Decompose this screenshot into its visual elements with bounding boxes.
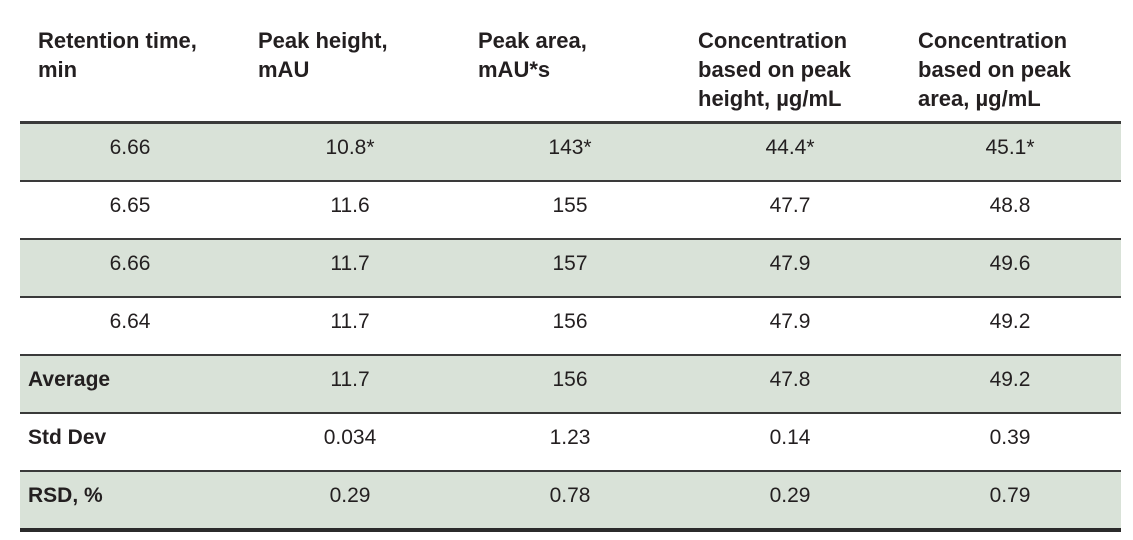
table-body: 6.66 10.8* 143* 44.4* 45.1* 6.65 11.6 155 47.7 48…	[20, 124, 1121, 532]
table-cell: 44.4*	[765, 136, 815, 159]
table-cell: 11.7	[330, 310, 370, 333]
table-cell: 48.8	[989, 194, 1031, 217]
table-cell: 49.6	[989, 252, 1031, 275]
summary-label: Average	[28, 368, 111, 391]
table-cell: 47.9	[769, 310, 811, 333]
table-cell: 155	[552, 194, 588, 217]
header-concentration-height: Concentration based on peak height, µg/m…	[698, 28, 851, 111]
table-cell: 6.66	[109, 252, 151, 275]
summary-row: Average 11.7 156 47.8 49.2	[20, 356, 1121, 414]
summary-cell: 0.29	[769, 484, 811, 507]
summary-cell: 0.78	[549, 484, 591, 507]
summary-row: RSD, % 0.29 0.78 0.29 0.79	[20, 472, 1121, 532]
summary-cell: 0.79	[989, 484, 1031, 507]
table-cell: 11.6	[330, 194, 370, 217]
table-row: 6.65 11.6 155 47.7 48.8	[20, 182, 1121, 240]
table-row: 6.66 11.7 157 47.9 49.6	[20, 240, 1121, 298]
summary-cell: 156	[552, 368, 588, 391]
table-cell: 143*	[548, 136, 592, 159]
table-cell: 47.9	[769, 252, 811, 275]
summary-cell: 1.23	[549, 426, 591, 449]
header-concentration-area: Concentration based on peak area, µg/mL	[918, 28, 1071, 111]
summary-cell: 0.034	[323, 426, 377, 449]
table-cell: 6.65	[109, 194, 151, 217]
summary-cell: 47.8	[769, 368, 811, 391]
table-cell: 49.2	[989, 310, 1031, 333]
summary-label: RSD, %	[28, 484, 103, 507]
summary-cell: 0.14	[769, 426, 811, 449]
header-peak-height: Peak height, mAU	[258, 28, 388, 82]
table-header: Retention time, min Peak height, mAU Pea…	[20, 0, 1121, 124]
table-row: 6.64 11.7 156 47.9 49.2	[20, 298, 1121, 356]
summary-row: Std Dev 0.034 1.23 0.14 0.39	[20, 414, 1121, 472]
table-cell: 45.1*	[985, 136, 1035, 159]
table-cell: 156	[552, 310, 588, 333]
table-cell: 11.7	[330, 252, 370, 275]
table-cell: 10.8*	[325, 136, 375, 159]
summary-cell: 49.2	[989, 368, 1031, 391]
results-table: Retention time, min Peak height, mAU Pea…	[20, 0, 1121, 532]
table-row: 6.66 10.8* 143* 44.4* 45.1*	[20, 124, 1121, 182]
table-cell: 47.7	[769, 194, 811, 217]
summary-cell: 11.7	[330, 368, 370, 391]
header-peak-area: Peak area, mAU*s	[478, 28, 587, 82]
table-cell: 6.66	[109, 136, 151, 159]
summary-label: Std Dev	[28, 426, 107, 449]
table-cell: 157	[552, 252, 588, 275]
header-retention-time: Retention time, min	[38, 28, 197, 82]
table-cell: 6.64	[109, 310, 151, 333]
summary-cell: 0.29	[329, 484, 371, 507]
summary-cell: 0.39	[989, 426, 1031, 449]
